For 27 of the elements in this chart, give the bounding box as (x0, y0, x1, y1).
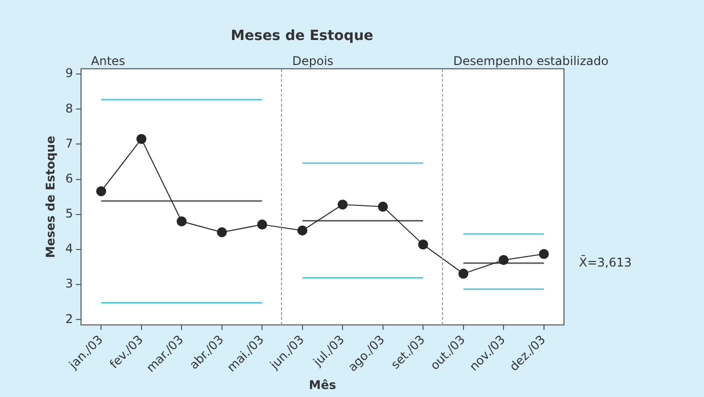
text: Antes (91, 54, 126, 68)
y-axis-title: Meses de Estoque (43, 136, 58, 258)
y-tick-label: 4 (65, 242, 74, 256)
y-tick-label: 8 (65, 101, 74, 116)
point (418, 240, 428, 250)
point (257, 220, 268, 230)
point (136, 134, 146, 144)
y-tick-label: 9 (65, 66, 74, 80)
point (378, 202, 388, 212)
point (538, 249, 549, 260)
text: Depois (292, 54, 334, 68)
x-axis-title: Mês (308, 378, 336, 392)
y-tick-label: 3 (65, 276, 74, 291)
y-tick-label: 2 (65, 312, 74, 326)
point (338, 200, 348, 210)
point (458, 268, 468, 279)
y-tick-label: 7 (65, 136, 74, 150)
point (176, 216, 187, 226)
y-tick-label: 6 (65, 171, 74, 186)
annotation: X̄=3,613 (579, 255, 632, 270)
chart-title: Meses de Estoque (230, 28, 374, 44)
point (96, 186, 106, 196)
point (498, 254, 509, 265)
point (216, 227, 227, 238)
point (297, 226, 308, 236)
y-tick-label: 5 (65, 206, 74, 221)
text: Desempenho estabilizado (453, 54, 609, 68)
